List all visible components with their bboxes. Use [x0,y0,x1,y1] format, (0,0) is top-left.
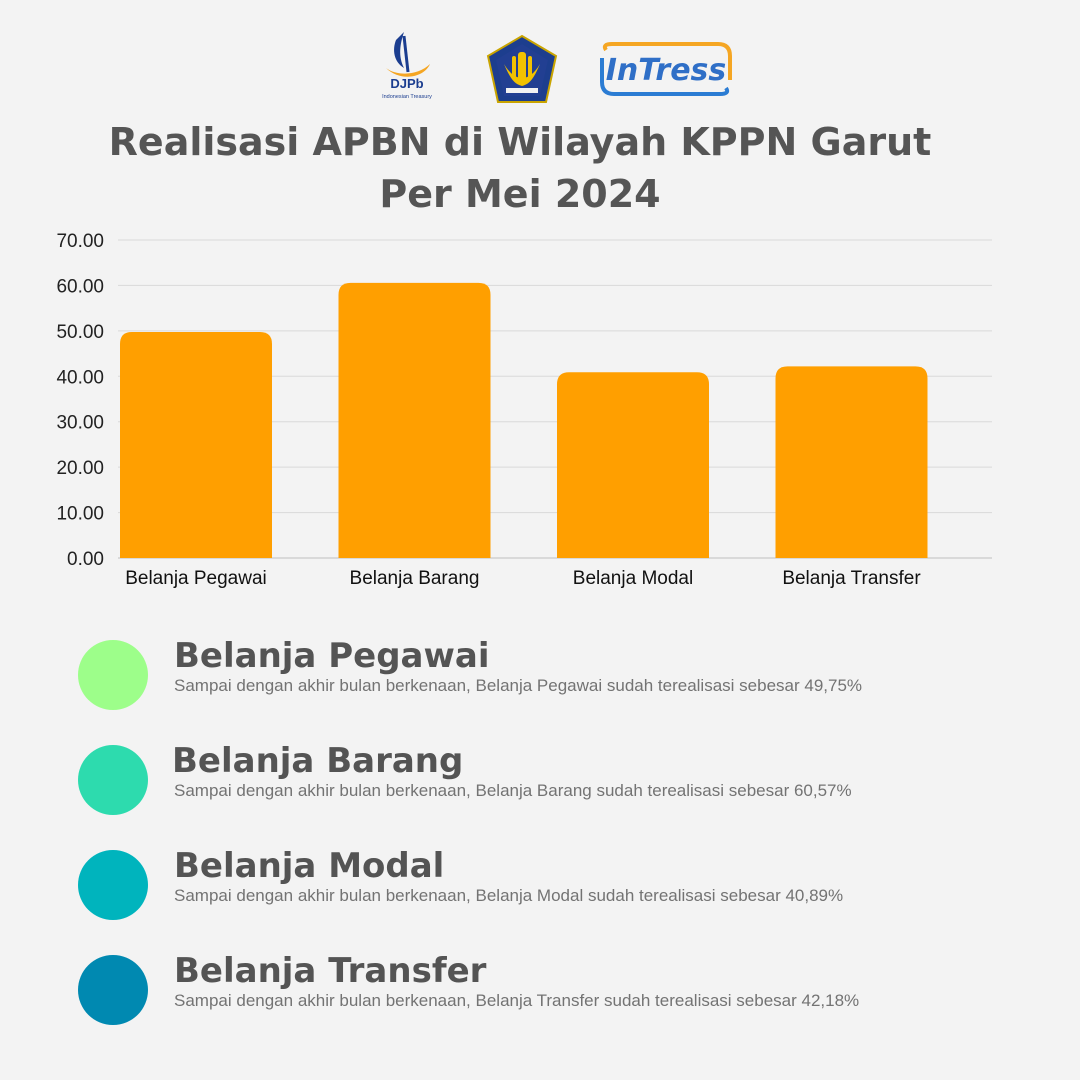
chart-title: Realisasi APBN di Wilayah KPPN Garut Per… [0,116,1040,220]
legend-name: Belanja Barang [172,741,464,781]
legend-name: Belanja Pegawai [174,636,490,676]
legend-dot-transfer [78,955,148,1025]
y-tick-label: 10.00 [56,504,104,525]
y-tick-label: 50.00 [56,322,104,343]
bar-chart: 0.00 10.00 20.00 30.00 40.00 50.00 60.00 70.00 B… [56,231,992,589]
legend-name: Belanja Transfer [174,951,487,991]
legend-item-modal: Belanja Modal Sampai dengan akhir bulan … [76,846,1056,926]
bar-belanja-modal [557,372,709,558]
x-tick-label: Belanja Modal [573,568,693,589]
x-tick-label: Belanja Pegawai [125,568,267,589]
djpb-text: DJPb [390,76,423,91]
bar-belanja-pegawai [120,331,272,558]
bar-belanja-barang [338,282,491,558]
legend-item-pegawai: Belanja Pegawai Sampai dengan akhir bula… [76,636,1056,716]
legend-description: Sampai dengan akhir bulan berkenaan, Bel… [174,676,863,695]
y-tick-label: 60.00 [56,276,104,297]
legend-description: Sampai dengan akhir bulan berkenaan, Bel… [174,991,860,1010]
intress-logo: InTress [600,42,732,96]
y-tick-label: 70.00 [56,231,104,252]
legend-description: Sampai dengan akhir bulan berkenaan, Bel… [174,781,852,800]
x-tick-label: Belanja Barang [350,568,480,589]
y-tick-label: 0.00 [67,549,104,570]
intress-text: InTress [606,53,727,88]
bar-belanja-transfer [775,366,928,558]
legend-description: Sampai dengan akhir bulan berkenaan, Bel… [174,886,844,905]
djpb-logo: DJPb Indonesian Treasury [382,32,432,100]
legend-dot-modal [78,850,148,920]
legend-dot-barang [78,745,148,815]
kemenkeu-emblem-icon [486,34,558,103]
y-tick-label: 30.00 [56,413,104,434]
legend-dot-pegawai [78,640,148,710]
chart-title-line-2: Per Mei 2024 [379,172,661,216]
djpb-subtext: Indonesian Treasury [382,94,432,100]
y-tick-label: 40.00 [56,367,104,388]
legend-name: Belanja Modal [174,846,445,886]
x-tick-label: Belanja Transfer [782,568,921,589]
y-tick-label: 20.00 [56,458,104,479]
legend-item-barang: Belanja Barang Sampai dengan akhir bulan… [76,741,1056,821]
legend-item-transfer: Belanja Transfer Sampai dengan akhir bul… [76,951,1056,1031]
chart-title-line-1: Realisasi APBN di Wilayah KPPN Garut [108,120,932,164]
logo-bar: DJPb Indonesian Treasury InTress [0,26,1080,108]
